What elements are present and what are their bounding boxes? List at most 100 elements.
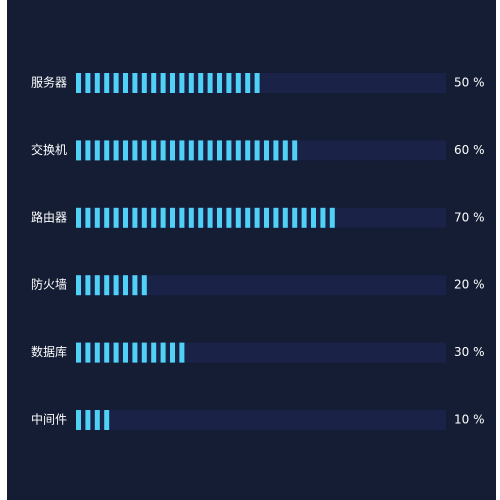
- value-label: 30 %: [454, 345, 485, 359]
- bar-segment: [76, 342, 81, 363]
- bar-track: [76, 342, 446, 363]
- bar-segment: [76, 73, 81, 93]
- category-label: 数据库: [31, 344, 67, 359]
- value-label: 20 %: [454, 278, 485, 292]
- bar-segment: [273, 207, 279, 228]
- bar-segment: [141, 275, 147, 296]
- bar-row: 数据库 30 %: [31, 342, 485, 363]
- bar-segment: [170, 342, 175, 363]
- bar-segment: [85, 73, 91, 93]
- bar-track: [76, 207, 446, 228]
- value-label: 60 %: [454, 143, 485, 157]
- bar-track: [76, 140, 446, 161]
- category-label: 中间件: [31, 412, 67, 427]
- bar-segment: [104, 140, 110, 161]
- bar-segment: [151, 342, 157, 363]
- bar-segment: [273, 140, 279, 161]
- bar-segment: [179, 73, 185, 93]
- bar-segment: [170, 73, 175, 93]
- category-label: 路由器: [31, 209, 67, 224]
- bar-segment: [94, 342, 100, 363]
- bar-segment: [132, 207, 138, 228]
- bar-value: [76, 410, 110, 430]
- bar-segment: [123, 207, 128, 228]
- bar-value: [76, 73, 260, 93]
- bar-segment: [132, 342, 138, 363]
- bar-segment: [160, 342, 166, 363]
- bar-segment: [132, 275, 138, 296]
- bar-segment: [151, 73, 157, 93]
- bar-segment: [245, 73, 251, 93]
- bar-segment: [245, 207, 251, 228]
- bar-segment: [151, 140, 157, 161]
- bar-segment: [76, 140, 81, 161]
- bar-segment: [104, 342, 110, 363]
- bar-segment: [132, 140, 138, 161]
- bar-segment: [226, 207, 232, 228]
- bar-segment: [76, 410, 81, 430]
- bar-segment: [85, 410, 91, 430]
- bar-segment: [104, 73, 110, 93]
- bar-segment: [113, 342, 119, 363]
- bar-segment: [160, 73, 166, 93]
- bar-value: [76, 275, 147, 296]
- bar-segment: [132, 73, 138, 93]
- bar-segment: [141, 207, 147, 228]
- bar-segment: [235, 73, 241, 93]
- bar-segment: [141, 342, 147, 363]
- bar-row: 防火墙 20 %: [31, 275, 485, 296]
- bar-segment: [104, 410, 110, 430]
- bar-track: [76, 73, 446, 93]
- bar-segment: [282, 207, 288, 228]
- bar-segment: [188, 140, 194, 161]
- bar-segment: [188, 207, 194, 228]
- category-label: 防火墙: [31, 277, 67, 292]
- bar-segment: [254, 73, 260, 93]
- bar-segment: [85, 140, 91, 161]
- bar-segment: [85, 275, 91, 296]
- bar-segment: [113, 275, 119, 296]
- bar-segment: [123, 140, 128, 161]
- category-label: 服务器: [31, 75, 67, 90]
- bar-segment: [123, 275, 128, 296]
- value-label: 10 %: [454, 413, 485, 427]
- bar-segment: [85, 342, 91, 363]
- bar-segment: [235, 140, 241, 161]
- bar-segment: [292, 140, 298, 161]
- bar-segment: [254, 140, 260, 161]
- bar-segment: [207, 140, 213, 161]
- bar-segment: [141, 140, 147, 161]
- bar-segment: [141, 73, 147, 93]
- bar-segment: [113, 140, 119, 161]
- bar-segment: [254, 207, 260, 228]
- bar-value: [76, 207, 335, 228]
- bar-segment: [235, 207, 241, 228]
- bar-segment: [123, 342, 128, 363]
- bar-row: 交换机 60 %: [31, 140, 485, 161]
- bar-segment: [76, 207, 81, 228]
- bar-segment: [123, 73, 128, 93]
- bar-segment: [179, 140, 185, 161]
- bar-segment: [76, 275, 81, 296]
- bar-segment: [94, 207, 100, 228]
- bar-segment: [264, 140, 269, 161]
- value-label: 50 %: [454, 76, 485, 90]
- bar-segment: [94, 275, 100, 296]
- bar-segment: [264, 207, 269, 228]
- bar-segment: [311, 207, 316, 228]
- bar-segment: [151, 207, 157, 228]
- bar-segment: [198, 140, 204, 161]
- bar-segment: [198, 73, 204, 93]
- bar-track: [76, 410, 446, 430]
- bar-segment: [329, 207, 335, 228]
- bar-segment: [217, 73, 222, 93]
- bar-segment: [94, 73, 100, 93]
- bar-segment: [85, 207, 91, 228]
- bar-segment: [292, 207, 298, 228]
- bar-row: 中间件 10 %: [31, 410, 485, 430]
- bar-segment: [207, 207, 213, 228]
- value-label: 70 %: [454, 210, 485, 224]
- horizontal-bar-chart: 服务器 50 % 交换机 60 % 路由器 70 % 防火墙 20 % 数据库 30 % 中间件 10…: [31, 73, 485, 430]
- bar-segment: [245, 140, 251, 161]
- bar-segment: [94, 410, 100, 430]
